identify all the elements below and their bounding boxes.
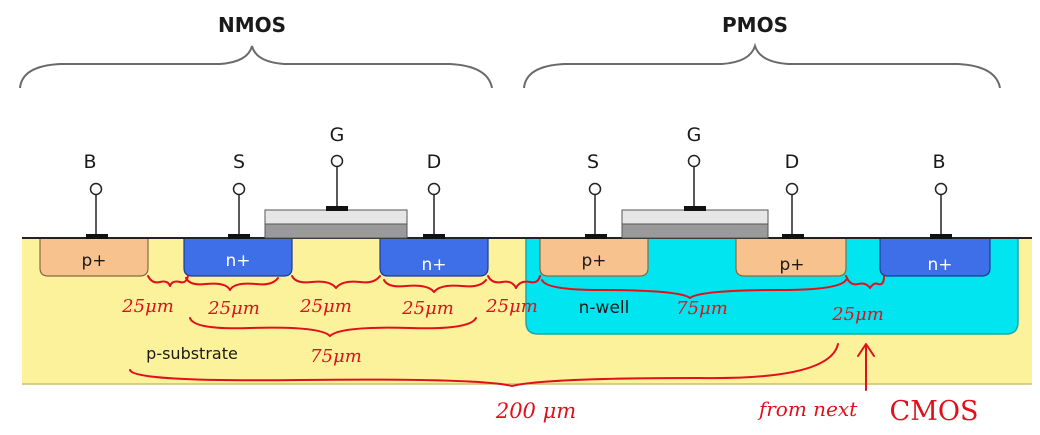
pmos-gate-label: G (687, 124, 702, 146)
handwritten-dimension-marks (129, 275, 885, 391)
pmos-body-label: B (932, 151, 945, 173)
nmos-body-region-label: p+ (81, 251, 106, 271)
pmos-body-n-plus (879, 237, 991, 277)
pmos-source-region-label: p+ (581, 251, 606, 271)
dimension-25um-5: 25μm (485, 296, 538, 317)
p-substrate-label: p-substrate (146, 344, 238, 363)
pmos-source-label: S (587, 151, 599, 173)
dimension-25um-4: 25μm (401, 298, 454, 319)
pmos-gate-poly (621, 209, 769, 225)
nmos-body-terminal (89, 182, 103, 196)
nmos-heading: NMOS (218, 13, 286, 37)
dimension-25um-1: 25μm (121, 296, 174, 317)
pmos-gate-terminal (687, 154, 701, 168)
nmos-brace (19, 45, 493, 89)
dimension-200um-total: 200 μm (495, 399, 576, 423)
nmos-source-region-label: n+ (225, 251, 250, 271)
nmos-drain-n-plus (379, 237, 489, 277)
pmos-brace (523, 42, 1001, 89)
dimension-75um-pmos: 75μm (676, 298, 728, 319)
pmos-drain-region-label: p+ (779, 255, 804, 275)
nmos-body-p-plus (39, 237, 149, 277)
dimension-75um-nmos: 75μm (310, 346, 362, 367)
pmos-body-region-label: n+ (927, 255, 952, 275)
pmos-source-terminal (588, 182, 602, 196)
note-from-next: from next (757, 397, 858, 421)
pmos-gate-oxide (621, 223, 769, 239)
nmos-gate-oxide (264, 223, 408, 239)
pmos-heading: PMOS (722, 13, 788, 37)
dimension-25um-3: 25μm (299, 296, 352, 317)
nmos-gate-terminal (330, 154, 344, 168)
nmos-body-label: B (83, 151, 96, 173)
nmos-drain-terminal (427, 182, 441, 196)
note-cmos: CMOS (890, 396, 979, 427)
dimension-25um-2: 25μm (207, 298, 260, 319)
pmos-body-terminal (934, 182, 948, 196)
n-well-label: n-well (579, 298, 630, 318)
nmos-gate-poly (264, 209, 408, 225)
nmos-drain-region-label: n+ (421, 255, 446, 275)
pmos-source-p-plus (539, 237, 649, 277)
nmos-gate-label: G (330, 124, 345, 146)
nmos-drain-label: D (427, 151, 442, 173)
nmos-source-n-plus (183, 237, 293, 277)
pmos-drain-label: D (785, 151, 800, 173)
pmos-drain-p-plus (735, 237, 847, 277)
pmos-drain-terminal (785, 182, 799, 196)
nmos-source-label: S (233, 151, 245, 173)
dimension-25um-end: 25μm (831, 304, 884, 325)
nmos-source-terminal (232, 182, 246, 196)
